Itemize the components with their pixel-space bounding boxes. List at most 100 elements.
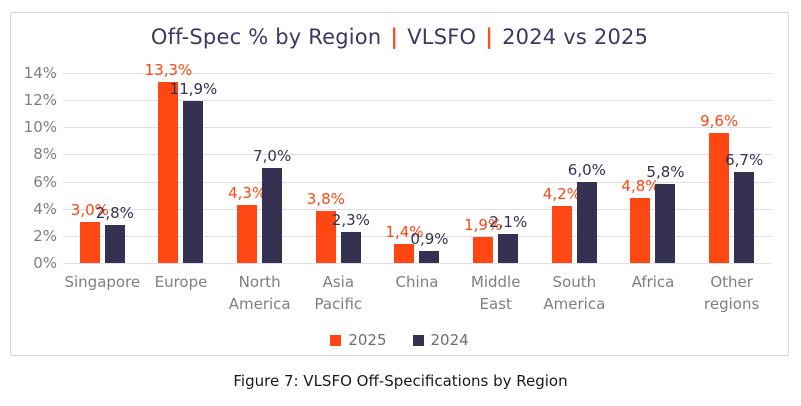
- bar-2024-china: 0,9%: [410, 230, 449, 263]
- bar-value-label: 2,3%: [331, 211, 370, 229]
- gridline: [63, 209, 771, 210]
- bar-group-africa: 4,8% 5,8%: [614, 73, 693, 263]
- y-tick-label: 6%: [33, 173, 57, 191]
- title-part-region: Off-Spec % by Region: [150, 25, 382, 49]
- bar-value-label: 4,8%: [621, 177, 660, 195]
- bar-2025-other-regions: 9,6%: [700, 112, 738, 263]
- gridline: [63, 73, 771, 74]
- bar-group-china: 1,4% 0,9%: [378, 73, 457, 263]
- x-category-label-line: Africa: [631, 273, 675, 291]
- bar-group-middle-east: 1,9% 2,1%: [456, 73, 535, 263]
- bar-value-label: 11,9%: [169, 80, 218, 98]
- x-category-label: China: [368, 271, 467, 293]
- legend: 2025 2024: [11, 331, 788, 349]
- title-separator: |: [485, 25, 494, 49]
- bar-value-label: 1,9%: [464, 216, 503, 234]
- bar-2025-north-america: 4,3%: [228, 184, 266, 263]
- gridline: [63, 154, 771, 155]
- x-category-label-line: America: [228, 295, 291, 313]
- bar-value-label: 6,0%: [567, 161, 606, 179]
- x-category-label-line: America: [543, 295, 606, 313]
- bar-value-label: 13,3%: [144, 61, 193, 79]
- bar-2025-asia-pacific: 3,8%: [307, 190, 345, 263]
- x-category-label-line: Europe: [154, 273, 208, 291]
- bar-value-label: 7,0%: [253, 147, 292, 165]
- bar-value-label: 4,3%: [228, 184, 267, 202]
- title-separator: |: [390, 25, 399, 49]
- x-category-label-line: Pacific: [314, 295, 363, 313]
- legend-label-2025: 2025: [348, 331, 387, 349]
- x-category-label: Africa: [604, 271, 703, 293]
- legend-item-2025: 2025: [330, 331, 387, 349]
- bar-2024-europe: 11,9%: [170, 80, 217, 263]
- bar-value-label: 5,8%: [646, 163, 685, 181]
- x-category-label-line: North: [238, 273, 281, 291]
- x-category-label-line: Other: [710, 273, 753, 291]
- chart-container: Off-Spec % by Region | VLSFO | 2024 vs 2025 …: [10, 12, 789, 356]
- x-category-label-line: Middle: [470, 273, 521, 291]
- bar-value-label: 4,2%: [542, 185, 581, 203]
- y-tick-label: 14%: [23, 64, 57, 82]
- legend-swatch-2025: [330, 334, 342, 346]
- title-part-fuel: VLSFO: [407, 25, 477, 49]
- bar-2025-singapore: 3,0%: [71, 201, 109, 263]
- legend-label-2024: 2024: [430, 331, 469, 349]
- x-category-label-line: Singapore: [64, 273, 141, 291]
- bar-group-asia-pacific: 3,8% 2,3%: [299, 73, 378, 263]
- x-category-label-line: South: [552, 273, 597, 291]
- y-tick-label: 12%: [23, 91, 57, 109]
- bar-2024-singapore: 2,8%: [96, 204, 134, 263]
- bar-2024-other-regions: 6,7%: [725, 151, 763, 263]
- bar-group-north-america: 4,3% 7,0%: [220, 73, 299, 263]
- bar-2024-south-america: 6,0%: [568, 161, 606, 263]
- x-category-label-line: regions: [704, 295, 760, 313]
- y-tick-label: 2%: [33, 227, 57, 245]
- x-category-label: Middle East: [446, 271, 545, 315]
- bar-group-south-america: 4,2% 6,0%: [535, 73, 614, 263]
- x-category-label-line: East: [479, 295, 512, 313]
- bar-2025-south-america: 4,2%: [543, 185, 581, 263]
- legend-swatch-2024: [412, 334, 424, 346]
- bar-2025-africa: 4,8%: [621, 177, 660, 263]
- x-category-label: Singapore: [53, 271, 152, 293]
- bar-value-label: 6,7%: [725, 151, 764, 169]
- gridline: [63, 182, 771, 183]
- x-category-label-line: China: [395, 273, 439, 291]
- bar-value-label: 1,4%: [385, 223, 424, 241]
- x-category-label: Asia Pacific: [289, 271, 388, 315]
- bar-value-label: 2,1%: [489, 213, 528, 231]
- bar-2025-middle-east: 1,9%: [464, 216, 502, 263]
- x-category-label: Europe: [132, 271, 231, 293]
- bar-value-label: 0,9%: [410, 230, 449, 248]
- bar-value-label: 3,0%: [70, 201, 109, 219]
- bar-group-europe: 13,3% 11,9%: [142, 61, 221, 263]
- bar-2025-china: 1,4%: [385, 223, 424, 263]
- title-part-years: 2024 vs 2025: [502, 25, 649, 49]
- y-tick-label: 0%: [33, 254, 57, 272]
- figure-caption: Figure 7: VLSFO Off-Specifications by Re…: [233, 372, 568, 390]
- bar-value-label: 2,8%: [95, 204, 134, 222]
- y-tick-label: 8%: [33, 145, 57, 163]
- y-tick-label: 10%: [23, 118, 57, 136]
- bar-group-singapore: 3,0% 2,8%: [63, 73, 142, 263]
- bar-2024-middle-east: 2,1%: [489, 213, 527, 263]
- plot-area: 3,0% 2,8% 13,3% 11,9% 4,3% 7,0% 3,8% 2,3% 1,4% 0,…: [63, 61, 771, 264]
- bar-group-other-regions: 9,6% 6,7%: [692, 73, 771, 263]
- x-category-label: North America: [210, 271, 309, 315]
- gridline: [63, 236, 771, 237]
- bar-value-label: 9,6%: [700, 112, 739, 130]
- gridline: [63, 127, 771, 128]
- legend-item-2024: 2024: [412, 331, 469, 349]
- bar-2024-north-america: 7,0%: [253, 147, 291, 263]
- x-category-label-line: Asia: [322, 273, 355, 291]
- bar-2024-africa: 5,8%: [646, 163, 685, 263]
- bar-value-label: 3,8%: [306, 190, 345, 208]
- bar-2025-europe: 13,3%: [145, 61, 192, 263]
- x-category-label: South America: [525, 271, 624, 315]
- x-category-label: Other regions: [682, 271, 781, 315]
- chart-title: Off-Spec % by Region | VLSFO | 2024 vs 2025: [11, 25, 788, 49]
- bar-2024-asia-pacific: 2,3%: [332, 211, 370, 263]
- gridline: [63, 263, 771, 264]
- gridline: [63, 100, 771, 101]
